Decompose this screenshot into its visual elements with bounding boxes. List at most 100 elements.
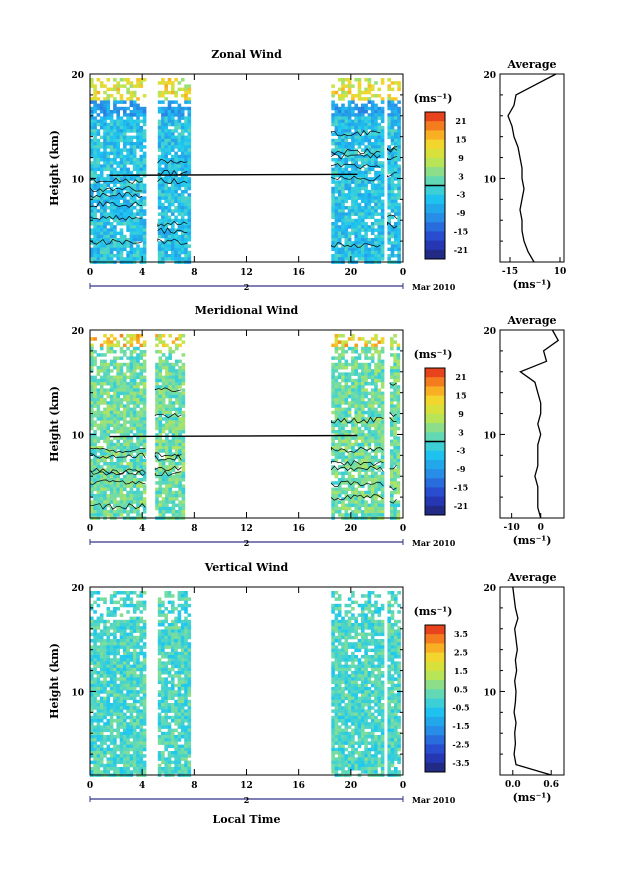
y-tick-label: 10	[71, 431, 84, 441]
heatmap-cell	[116, 366, 120, 370]
heatmap-cell	[334, 375, 339, 380]
heatmap-cell	[354, 452, 358, 456]
heatmap-cell	[364, 145, 368, 149]
heatmap-cell	[364, 452, 368, 456]
heatmap-cell	[113, 767, 117, 771]
heatmap-cell	[129, 215, 134, 220]
heatmap-cell	[116, 148, 120, 152]
heatmap-cell	[168, 404, 172, 408]
heatmap-cell	[178, 410, 182, 415]
heatmap-cell	[178, 433, 182, 437]
heatmap-cell	[377, 199, 382, 204]
heatmap-cell	[165, 372, 169, 376]
heatmap-cell	[364, 417, 368, 421]
heatmap-cell	[347, 180, 352, 184]
heatmap-cell	[139, 430, 144, 434]
heatmap-cell	[109, 741, 114, 745]
heatmap-cell	[142, 468, 147, 472]
heatmap-cell	[139, 154, 144, 159]
heatmap-cell	[90, 222, 94, 226]
heatmap-cell	[90, 591, 94, 595]
heatmap-cell	[119, 366, 124, 370]
heatmap-cell	[103, 218, 107, 223]
heatmap-cell	[334, 113, 339, 117]
heatmap-cell	[351, 154, 355, 159]
heatmap-cell	[331, 510, 335, 514]
heatmap-cell	[331, 401, 335, 405]
heatmap-cell	[113, 658, 117, 662]
heatmap-cell	[364, 202, 368, 207]
heatmap-cell	[361, 142, 365, 146]
heatmap-cell	[113, 247, 117, 252]
heatmap-cell	[397, 212, 401, 216]
heatmap-cell	[161, 190, 165, 194]
heatmap-cell	[93, 468, 97, 472]
heatmap-cell	[126, 138, 130, 143]
heatmap-cell	[132, 228, 137, 232]
heatmap-cell	[126, 87, 130, 92]
heatmap-cell	[96, 699, 101, 704]
heatmap-cell	[337, 455, 342, 460]
heatmap-cell	[390, 490, 394, 495]
heatmap-cell	[390, 234, 395, 239]
heatmap-cell	[331, 420, 335, 424]
heatmap-cell	[367, 113, 372, 117]
heatmap-cell	[161, 442, 166, 447]
heatmap-cell	[139, 442, 144, 447]
heatmap-cell	[337, 487, 342, 492]
heatmap-cell	[155, 449, 159, 453]
heatmap-cell	[132, 417, 137, 421]
heatmap-cell	[351, 119, 355, 124]
heatmap-cell	[136, 468, 140, 472]
heatmap-cell	[337, 135, 342, 140]
heatmap-cell	[364, 116, 368, 120]
heatmap-cell	[90, 202, 94, 207]
heatmap-cell	[377, 420, 382, 424]
heatmap-cell	[396, 391, 401, 396]
heatmap-cell	[393, 404, 397, 408]
heatmap-cell	[167, 234, 172, 239]
heatmap-cell	[123, 222, 127, 226]
heatmap-cell	[113, 401, 117, 405]
heatmap-cell	[109, 497, 114, 501]
heatmap-cell	[168, 423, 172, 428]
heatmap-cell	[139, 407, 144, 412]
heatmap-cell	[175, 442, 179, 447]
heatmap-cell	[139, 433, 144, 437]
heatmap-cell	[157, 180, 162, 184]
heatmap-cell	[361, 196, 365, 200]
heatmap-cell	[99, 651, 104, 656]
heatmap-cell	[106, 735, 111, 739]
heatmap-cell	[113, 375, 117, 380]
heatmap-cell	[177, 193, 182, 197]
heatmap-cell	[93, 623, 97, 627]
heatmap-cell	[331, 481, 335, 485]
heatmap-cell	[158, 394, 163, 399]
heatmap-cell	[90, 247, 94, 252]
heatmap-cell	[168, 455, 172, 460]
heatmap-cell	[132, 465, 137, 469]
heatmap-cell	[361, 148, 365, 152]
heatmap-cell	[354, 234, 358, 239]
heatmap-cell	[341, 439, 345, 444]
heatmap-cell	[90, 164, 94, 168]
heatmap-cell	[96, 619, 101, 624]
heatmap-cell	[357, 452, 362, 456]
heatmap-cell	[337, 161, 342, 165]
heatmap-cell	[126, 433, 130, 437]
heatmap-cell	[123, 183, 127, 188]
heatmap-cell	[171, 452, 176, 456]
heatmap-cell	[116, 375, 120, 380]
heatmap-cell	[331, 196, 335, 200]
heatmap-cell	[380, 186, 385, 191]
heatmap-cell	[132, 222, 137, 226]
heatmap-cell	[337, 94, 342, 98]
heatmap-cell	[103, 154, 107, 159]
heatmap-cell	[103, 699, 107, 704]
heatmap-cell	[106, 154, 111, 159]
heatmap-cell	[99, 513, 104, 517]
heatmap-cell	[142, 209, 147, 213]
heatmap-cell	[374, 190, 378, 194]
heatmap-cell	[394, 129, 398, 133]
